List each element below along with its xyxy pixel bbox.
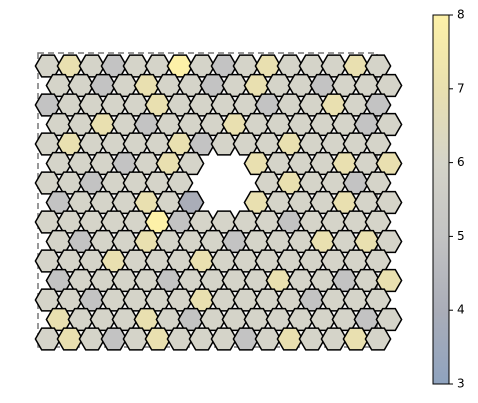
- cell: [320, 327, 348, 351]
- colorbar: [432, 14, 450, 385]
- cell: [375, 268, 403, 293]
- cell: [210, 132, 238, 156]
- cell: [375, 229, 403, 254]
- cell: [375, 190, 403, 215]
- cell: [188, 327, 216, 351]
- colorbar-tick-label: 7: [457, 81, 465, 95]
- cell: [254, 327, 282, 351]
- cell: [232, 327, 260, 351]
- cell: [166, 171, 194, 195]
- cell: [375, 307, 403, 332]
- cell: [298, 327, 326, 351]
- cell: [364, 93, 392, 117]
- cell: [144, 327, 172, 351]
- cell: [364, 288, 392, 312]
- cell: [375, 151, 403, 176]
- cell: [364, 327, 392, 351]
- colorbar-tick-label: 8: [457, 8, 465, 22]
- cell: [364, 171, 392, 195]
- cell: [177, 190, 205, 215]
- cell: [34, 327, 62, 351]
- cell: [210, 327, 238, 351]
- cell: [100, 327, 128, 351]
- colorbar-tick-label: 3: [457, 377, 465, 391]
- colorbar-tick-label: 6: [457, 155, 465, 169]
- cell: [177, 151, 205, 176]
- cell: [364, 210, 392, 234]
- cell: [276, 327, 304, 351]
- cell: [364, 132, 392, 156]
- colorbar-tick-label: 5: [457, 229, 465, 243]
- cell: [364, 54, 392, 78]
- cell: [188, 132, 216, 156]
- cell: [122, 327, 150, 351]
- cell: [375, 112, 403, 137]
- cell: [364, 249, 392, 273]
- cell: [78, 327, 106, 351]
- cell: [166, 327, 194, 351]
- cell: [342, 327, 370, 351]
- cell: [56, 327, 84, 351]
- colorbar-tick-label: 4: [457, 303, 465, 317]
- cell: [375, 73, 403, 98]
